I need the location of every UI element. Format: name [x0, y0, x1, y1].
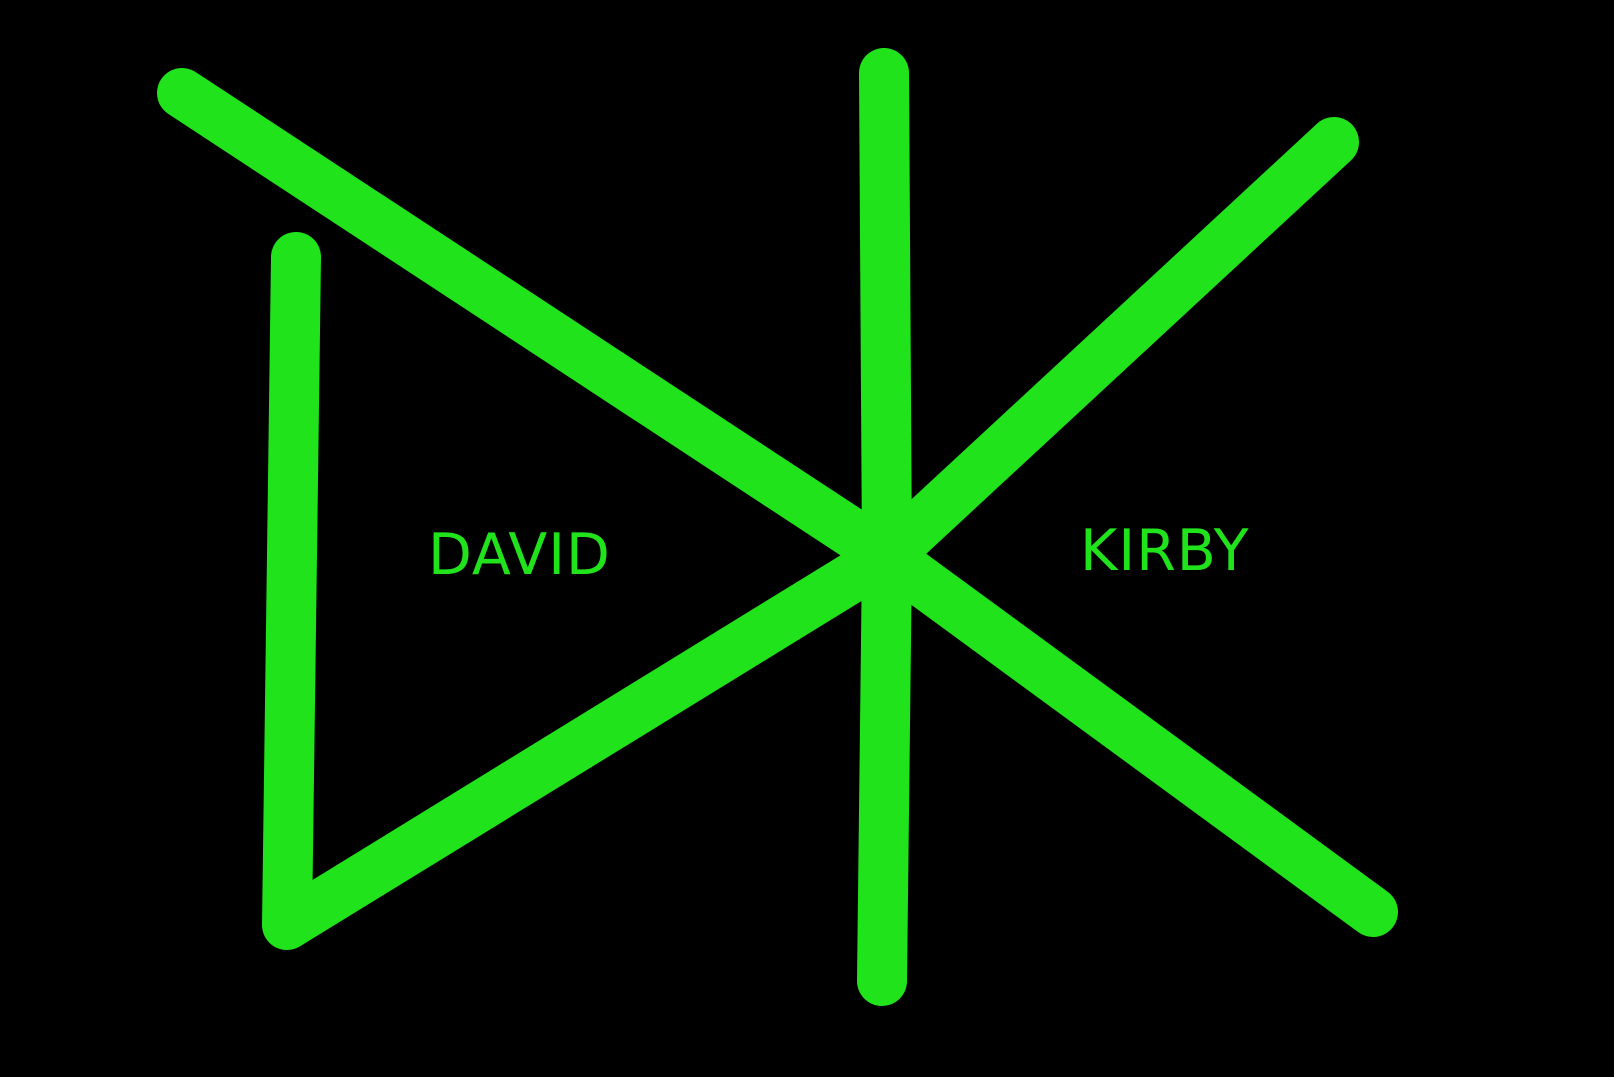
monogram-stroke-arm [862, 117, 1359, 581]
monogram-stroke-diagonal [157, 68, 1398, 937]
first-name-text: DAVID [428, 522, 611, 588]
monogram-stroke-left [262, 232, 912, 950]
last-name-text: KIRBY [1080, 518, 1250, 584]
